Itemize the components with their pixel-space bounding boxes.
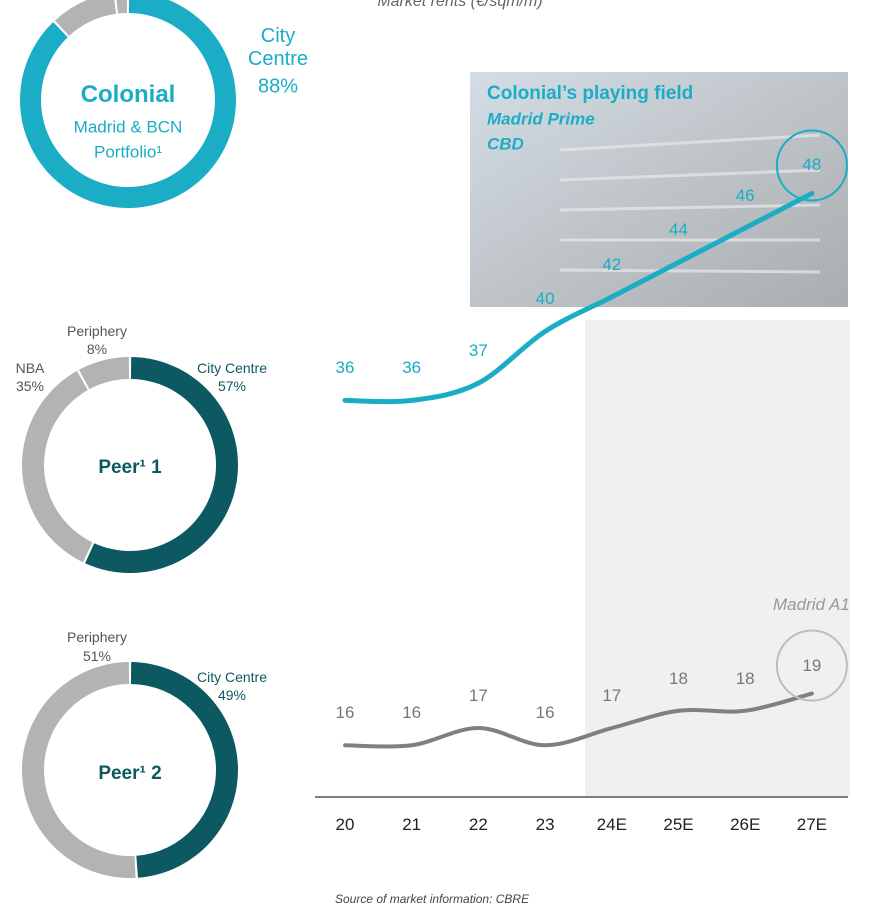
series-line	[343, 691, 814, 749]
data-label: 17	[468, 686, 488, 706]
donut-subtitle: Madrid & BCN Portfolio¹	[73, 117, 183, 161]
data-label: 46	[735, 186, 755, 206]
data-label: 37	[468, 341, 488, 361]
donut-segment	[79, 357, 130, 390]
donut-title: Peer¹ 2	[98, 763, 162, 785]
data-label: 18	[735, 668, 755, 688]
data-label: 16	[535, 703, 555, 723]
x-tick-label: 25E	[663, 815, 694, 835]
x-tick-label: 27E	[796, 815, 828, 835]
data-label: 18	[669, 668, 688, 688]
segment-value-label: 88%	[257, 75, 299, 98]
donut-title: Colonial	[80, 81, 176, 109]
segment-label: City Centre	[196, 668, 268, 685]
x-tick-label: 24E	[596, 815, 627, 835]
data-label: 17	[602, 686, 622, 706]
segment-label: NBA	[15, 359, 45, 376]
data-label: 19	[802, 655, 822, 675]
series-name: Madrid Prime CBD	[487, 109, 595, 153]
donut-segment	[54, 0, 117, 36]
chart-title: Market rents (€/sqm/m)	[377, 0, 543, 10]
data-label: 42	[602, 255, 622, 275]
x-tick-label: 26E	[730, 815, 761, 835]
segment-label: Periphery	[67, 322, 127, 339]
donut-segment	[22, 662, 136, 878]
series-name: Madrid A1	[773, 595, 850, 615]
donut-title: Peer¹ 1	[98, 457, 162, 479]
donut-segment	[85, 357, 238, 573]
data-label: 16	[402, 703, 422, 723]
segment-value-label: 57%	[217, 377, 247, 394]
donut-segment	[130, 662, 239, 878]
data-label: 48	[802, 155, 822, 175]
donut-segment	[21, 370, 93, 563]
annotation: Colonial’s playing field	[487, 83, 694, 105]
building-photo	[470, 72, 848, 307]
segment-value-label: 35%	[15, 377, 45, 394]
source-note: Source of market information: CBRE	[335, 892, 530, 907]
segment-value-label: 8%	[86, 340, 108, 357]
segment-value-label: 49%	[217, 686, 247, 703]
x-tick-label: 23	[535, 815, 555, 835]
segment-label: City Centre	[196, 359, 268, 376]
data-label: 16	[335, 703, 355, 723]
segment-label: City Centre	[247, 25, 309, 70]
segment-label: Periphery	[67, 628, 127, 645]
x-tick-label: 22	[468, 815, 488, 835]
x-tick-label: 21	[402, 815, 422, 835]
highlight-circle	[775, 129, 848, 202]
data-label: 44	[669, 220, 688, 240]
data-label: 40	[535, 289, 555, 309]
data-label: 36	[402, 358, 422, 378]
segment-value-label: 51%	[82, 647, 112, 664]
data-label: 36	[335, 358, 355, 378]
x-tick-label: 20	[335, 815, 355, 835]
forecast-shade	[585, 320, 850, 797]
highlight-circle	[775, 629, 848, 702]
series-line	[342, 190, 815, 405]
donut-segment	[116, 0, 128, 14]
